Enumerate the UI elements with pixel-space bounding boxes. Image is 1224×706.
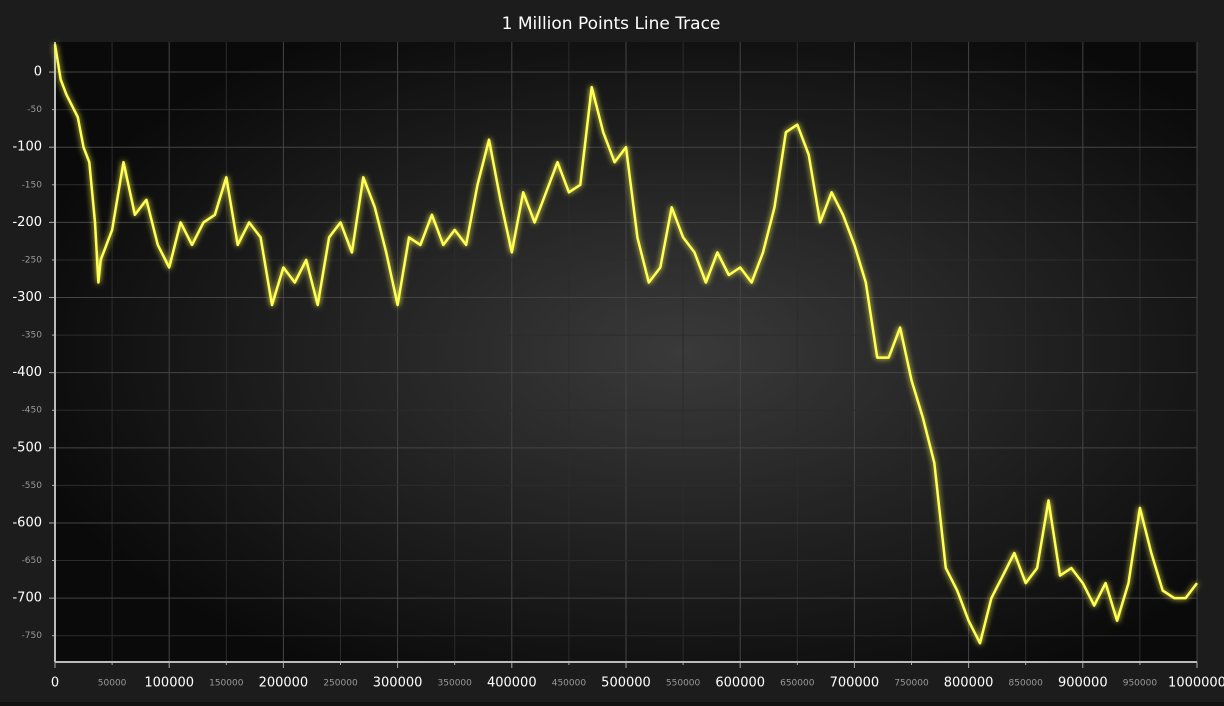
x-tick-label: 350000 xyxy=(438,679,473,689)
x-tick-label: 250000 xyxy=(323,679,358,689)
x-tick-label: 650000 xyxy=(780,679,815,689)
x-tick-label: 750000 xyxy=(894,679,929,689)
x-tick-label: 400000 xyxy=(487,676,537,691)
x-tick-label: 900000 xyxy=(1058,676,1108,691)
data-line xyxy=(53,44,1198,645)
y-tick-label: -400 xyxy=(12,365,42,380)
x-tick-label: 950000 xyxy=(1123,679,1158,689)
x-tick-label: 200000 xyxy=(259,676,309,691)
y-tick-label: -600 xyxy=(12,515,42,530)
y-tick-label: -500 xyxy=(12,440,42,455)
x-tick-label: 150000 xyxy=(209,679,244,689)
x-tick-label: 50000 xyxy=(98,679,127,689)
y-tick-label: -550 xyxy=(22,481,43,491)
y-tick-label: -100 xyxy=(12,140,42,155)
x-tick-label: 0 xyxy=(51,676,59,691)
chart-title: 1 Million Points Line Trace xyxy=(502,14,721,34)
x-tick-label: 100000 xyxy=(144,676,194,691)
x-tick-label: 450000 xyxy=(552,679,587,689)
y-tick-label: -650 xyxy=(22,556,43,566)
x-tick-label: 850000 xyxy=(1009,679,1044,689)
y-tick-label: -300 xyxy=(12,290,42,305)
y-tick-label: -350 xyxy=(22,331,43,341)
x-tick-label: 1000000 xyxy=(1168,676,1224,691)
x-tick-label: 800000 xyxy=(944,676,994,691)
y-tick-label: -50 xyxy=(27,105,42,115)
y-tick-label: -450 xyxy=(22,406,43,416)
x-tick-label: 500000 xyxy=(601,676,651,691)
x-tick-label: 550000 xyxy=(666,679,701,689)
x-tick-label: 300000 xyxy=(373,676,423,691)
x-tick-label: 700000 xyxy=(830,676,880,691)
y-tick-label: -700 xyxy=(12,591,42,606)
y-tick-label: 0 xyxy=(34,65,42,80)
y-tick-label: -150 xyxy=(22,180,43,190)
x-tick-label: 600000 xyxy=(715,676,765,691)
y-tick-label: -750 xyxy=(22,631,43,641)
y-tick-label: -250 xyxy=(22,255,43,265)
y-tick-label: -200 xyxy=(12,215,42,230)
